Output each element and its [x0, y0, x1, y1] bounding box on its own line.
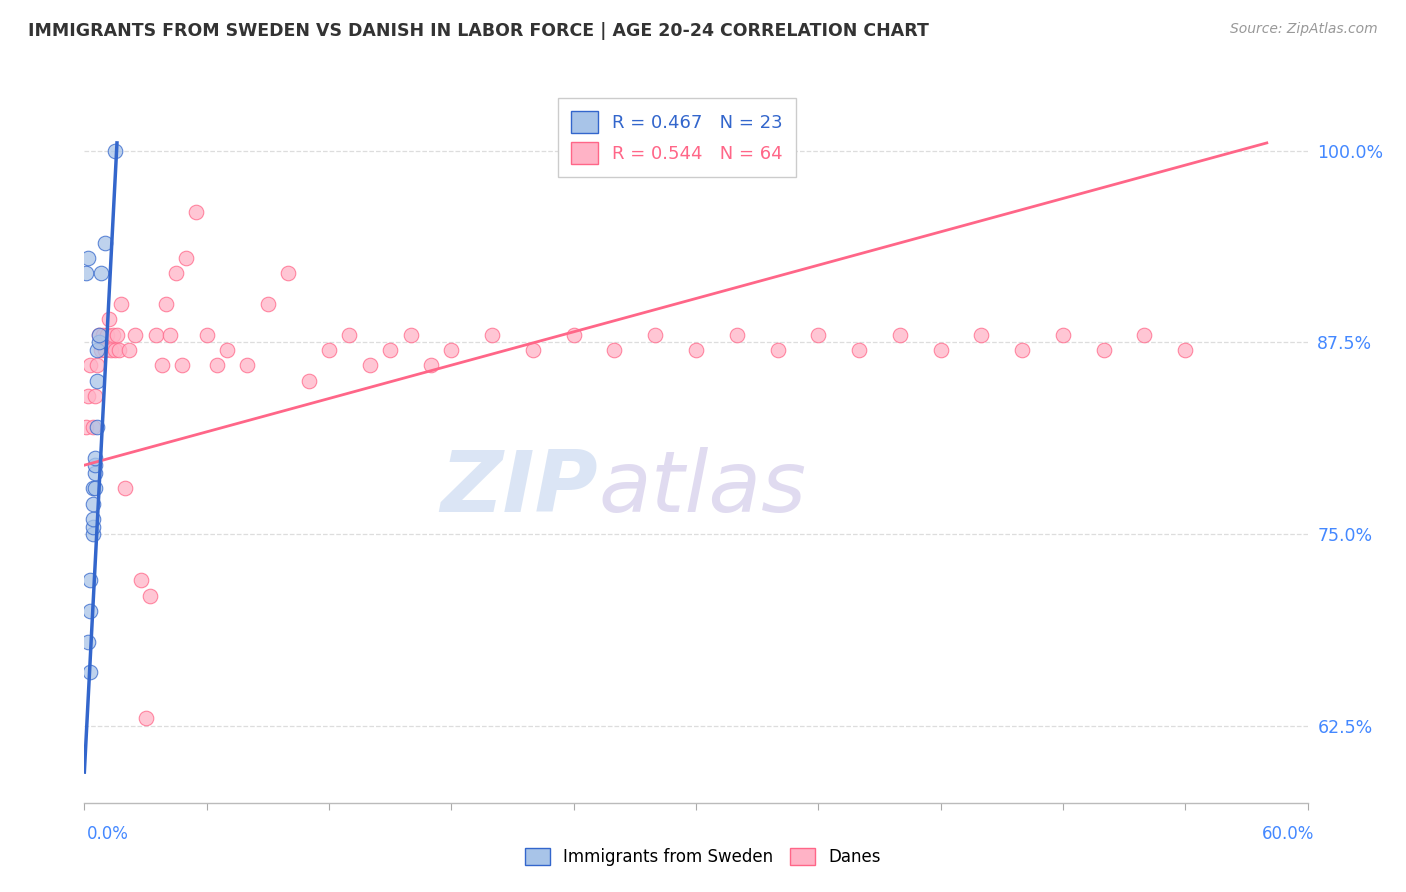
Point: [298, 374, 321, 388]
Point: [339, 327, 361, 342]
Point: [82, 519, 104, 533]
Point: [82, 512, 104, 526]
Point: [359, 359, 381, 373]
Point: [104, 343, 127, 357]
Legend: Immigrants from Sweden, Danes: Immigrants from Sweden, Danes: [519, 841, 887, 873]
Point: [165, 266, 187, 280]
Point: [399, 327, 422, 342]
Point: [82, 481, 104, 495]
Point: [86, 343, 108, 357]
Point: [114, 481, 136, 495]
Point: [82, 419, 104, 434]
Point: [90, 266, 112, 280]
Point: [79, 665, 101, 680]
Point: [135, 711, 157, 725]
Text: Source: ZipAtlas.com: Source: ZipAtlas.com: [1230, 22, 1378, 37]
Point: [124, 327, 146, 342]
Point: [93, 235, 117, 250]
Point: [236, 359, 259, 373]
Legend: R = 0.467   N = 23, R = 0.544   N = 64: R = 0.467 N = 23, R = 0.544 N = 64: [558, 98, 796, 177]
Point: [1092, 343, 1115, 357]
Point: [77, 389, 100, 403]
Point: [150, 359, 173, 373]
Point: [86, 359, 108, 373]
Point: [195, 327, 218, 342]
Text: atlas: atlas: [598, 447, 806, 531]
Point: [257, 297, 280, 311]
Point: [83, 450, 105, 465]
Text: IMMIGRANTS FROM SWEDEN VS DANISH IN LABOR FORCE | AGE 20-24 CORRELATION CHART: IMMIGRANTS FROM SWEDEN VS DANISH IN LABO…: [28, 22, 929, 40]
Point: [83, 466, 105, 480]
Point: [522, 343, 544, 357]
Point: [77, 251, 100, 265]
Point: [159, 327, 181, 342]
Point: [82, 497, 104, 511]
Point: [277, 266, 299, 280]
Point: [104, 144, 127, 158]
Point: [79, 604, 101, 618]
Point: [1174, 343, 1197, 357]
Point: [91, 327, 114, 342]
Point: [420, 359, 443, 373]
Point: [101, 327, 124, 342]
Point: [318, 343, 340, 357]
Point: [83, 458, 105, 473]
Point: [1011, 343, 1033, 357]
Point: [93, 343, 117, 357]
Point: [83, 481, 105, 495]
Point: [79, 359, 101, 373]
Point: [603, 343, 626, 357]
Point: [145, 327, 167, 342]
Text: 60.0%: 60.0%: [1263, 825, 1315, 843]
Point: [848, 343, 870, 357]
Point: [87, 327, 110, 342]
Text: ZIP: ZIP: [440, 447, 598, 531]
Point: [87, 335, 110, 350]
Point: [929, 343, 952, 357]
Point: [75, 419, 97, 434]
Point: [86, 374, 108, 388]
Point: [100, 343, 122, 357]
Point: [1133, 327, 1156, 342]
Point: [83, 389, 105, 403]
Point: [77, 634, 100, 648]
Point: [86, 419, 108, 434]
Point: [131, 574, 153, 588]
Point: [380, 343, 402, 357]
Point: [186, 205, 208, 219]
Point: [685, 343, 707, 357]
Point: [217, 343, 239, 357]
Point: [807, 327, 830, 342]
Point: [96, 327, 118, 342]
Point: [970, 327, 993, 342]
Point: [766, 343, 789, 357]
Point: [138, 589, 160, 603]
Text: 0.0%: 0.0%: [87, 825, 129, 843]
Point: [79, 574, 101, 588]
Point: [97, 312, 120, 326]
Point: [1052, 327, 1074, 342]
Point: [176, 251, 198, 265]
Point: [440, 343, 463, 357]
Point: [725, 327, 748, 342]
Point: [562, 327, 585, 342]
Point: [75, 266, 97, 280]
Point: [82, 527, 104, 541]
Point: [90, 343, 112, 357]
Point: [889, 327, 911, 342]
Point: [105, 327, 128, 342]
Point: [155, 297, 177, 311]
Point: [110, 297, 132, 311]
Point: [205, 359, 228, 373]
Point: [172, 359, 194, 373]
Point: [108, 343, 131, 357]
Point: [118, 343, 141, 357]
Point: [481, 327, 503, 342]
Point: [644, 327, 666, 342]
Point: [87, 327, 110, 342]
